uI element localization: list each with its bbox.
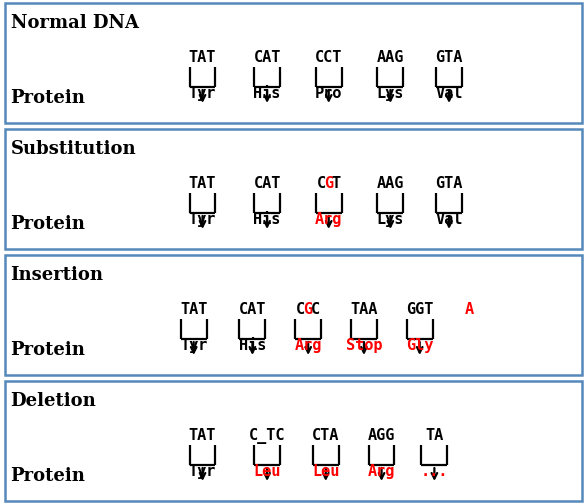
Text: Leu: Leu bbox=[254, 464, 281, 479]
Bar bbox=[5, 255, 582, 375]
Text: AGG: AGG bbox=[368, 428, 395, 444]
Text: Tyr: Tyr bbox=[189, 212, 216, 227]
Text: AAG: AAG bbox=[377, 50, 404, 66]
Text: Protein: Protein bbox=[11, 341, 86, 359]
Text: CAT: CAT bbox=[254, 176, 281, 192]
Text: TAT: TAT bbox=[189, 50, 216, 66]
Text: G: G bbox=[303, 302, 313, 318]
Text: Gly: Gly bbox=[406, 338, 433, 353]
Text: Val: Val bbox=[436, 212, 463, 227]
Text: Leu: Leu bbox=[312, 464, 339, 479]
Text: His: His bbox=[254, 86, 281, 101]
Text: AAG: AAG bbox=[377, 176, 404, 192]
Text: A: A bbox=[465, 302, 474, 318]
Text: Normal DNA: Normal DNA bbox=[11, 14, 139, 32]
Text: Tyr: Tyr bbox=[180, 338, 207, 353]
Text: Tyr: Tyr bbox=[189, 86, 216, 101]
Text: Arg: Arg bbox=[315, 212, 342, 227]
Text: GGT: GGT bbox=[406, 302, 433, 318]
Text: Deletion: Deletion bbox=[11, 392, 96, 410]
Text: C: C bbox=[311, 302, 321, 318]
Text: TAT: TAT bbox=[189, 176, 216, 192]
Text: CAT: CAT bbox=[239, 302, 266, 318]
Text: His: His bbox=[239, 338, 266, 353]
Text: Insertion: Insertion bbox=[11, 266, 103, 284]
Text: Pro: Pro bbox=[315, 86, 342, 101]
Text: GTA: GTA bbox=[436, 176, 463, 192]
Bar bbox=[5, 3, 582, 123]
Text: Protein: Protein bbox=[11, 215, 86, 233]
Bar bbox=[5, 129, 582, 249]
Text: Protein: Protein bbox=[11, 467, 86, 485]
Text: G: G bbox=[324, 176, 333, 192]
Text: C: C bbox=[316, 176, 326, 192]
Text: Stop: Stop bbox=[346, 338, 382, 353]
Text: C: C bbox=[296, 302, 305, 318]
Text: CCT: CCT bbox=[315, 50, 342, 66]
Text: Tyr: Tyr bbox=[189, 464, 216, 479]
Text: ...: ... bbox=[421, 464, 448, 479]
Text: C_TC: C_TC bbox=[249, 428, 285, 444]
Bar bbox=[5, 381, 582, 501]
Text: CTA: CTA bbox=[312, 428, 339, 444]
Text: TA: TA bbox=[425, 428, 444, 444]
Text: Lys: Lys bbox=[377, 86, 404, 101]
Text: Val: Val bbox=[436, 86, 463, 101]
Text: TAT: TAT bbox=[180, 302, 207, 318]
Text: Arg: Arg bbox=[368, 464, 395, 479]
Text: GTA: GTA bbox=[436, 50, 463, 66]
Text: Arg: Arg bbox=[295, 338, 322, 353]
Text: His: His bbox=[254, 212, 281, 227]
Text: Lys: Lys bbox=[377, 212, 404, 227]
Text: TAA: TAA bbox=[350, 302, 377, 318]
Text: Protein: Protein bbox=[11, 89, 86, 107]
Text: T: T bbox=[332, 176, 341, 192]
Text: Substitution: Substitution bbox=[11, 140, 136, 158]
Text: CAT: CAT bbox=[254, 50, 281, 66]
Text: TAT: TAT bbox=[189, 428, 216, 444]
